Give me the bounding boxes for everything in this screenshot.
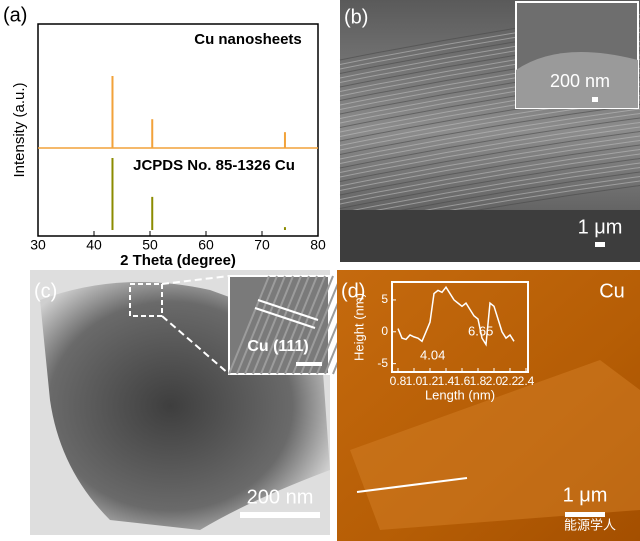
x-tick-label: 1.2 [422,374,439,388]
plot-frame [37,23,319,237]
x-tick-label: 30 [30,237,46,253]
legend-label: JCPDS No. 85-1326 Cu [133,157,295,174]
watermark: 能源学人 [564,517,616,532]
fringe [252,275,294,375]
scale-bar [595,242,605,247]
fringe [244,275,286,375]
sem-layer [339,153,640,205]
x-axis-label: Length (nm) [425,387,495,402]
sem-layer [339,126,640,178]
annotation: 4.04 [420,347,445,362]
sem-layer [339,144,640,196]
panel-label: (a) [3,4,27,26]
legend-label: Cu nanosheets [194,31,302,48]
x-tick-label: 70 [254,237,270,253]
panel-label: (d) [341,280,365,302]
fringe-mark [257,299,319,321]
sem-layer [339,131,640,182]
sem-layer [339,149,640,200]
scale-bar [296,362,322,366]
scale-label: 1 μm [563,484,608,506]
fringe-mark [254,307,316,329]
fringe [276,275,318,375]
fringe [228,275,270,375]
height-profile [397,285,515,347]
y-axis-label: Intensity (a.u.) [11,82,28,177]
panel-label: (c) [34,280,57,302]
scale-bar [565,512,605,517]
sem-layer [339,122,640,173]
sem-layer [339,140,640,191]
x-tick-label: 1.4 [438,374,455,388]
x-tick-label: 40 [86,237,102,253]
x-tick-label: 1.6 [454,374,471,388]
annotation: 6.65 [468,323,493,338]
scale-bar [240,512,320,518]
sem-layer [339,108,640,160]
scale-label: 1 μm [578,216,623,238]
afm-sheet [350,360,640,530]
sem-layer [339,104,640,155]
sem-layer [339,113,640,164]
inset-box [391,281,529,373]
scale-bar [592,97,598,102]
fringe [260,275,302,375]
profile-line [356,477,468,493]
x-tick-label: 1.8 [470,374,487,388]
fringe [292,275,334,375]
y-tick-label: -5 [377,356,388,370]
scale-label: 200 nm [550,71,610,91]
x-tick-label: 2.4 [518,374,535,388]
zoom-box [129,283,163,317]
x-tick-label: 2.2 [502,374,519,388]
fringe [268,275,310,375]
sem-layer [339,167,640,218]
material-label: Cu [599,280,625,302]
lattice-label: Cu (111) [247,338,308,355]
fringe [300,275,342,375]
x-tick-label: 50 [142,237,158,253]
sem-layer [339,158,640,209]
x-tick-label: 2.0 [486,374,503,388]
x-tick-label: 0.8 [390,374,407,388]
panel-label: (b) [344,6,368,28]
x-tick-label: 1.0 [406,374,423,388]
zoom-line [161,275,230,285]
fringe [236,275,278,375]
y-tick-label: 5 [381,292,388,306]
sem-layer [339,117,640,169]
sem-layer [339,135,640,187]
sem-background [340,210,640,262]
zoom-line [161,315,230,375]
scale-label: 200 nm [247,486,314,508]
x-axis-label: 2 Theta (degree) [120,252,236,269]
x-tick-label: 60 [198,237,214,253]
sem-layer [339,162,640,214]
y-axis-label: Height (nm) [351,293,366,361]
x-tick-label: 80 [310,237,326,253]
sem-inset-sheet [516,52,638,108]
y-tick-label: 0 [381,324,388,338]
